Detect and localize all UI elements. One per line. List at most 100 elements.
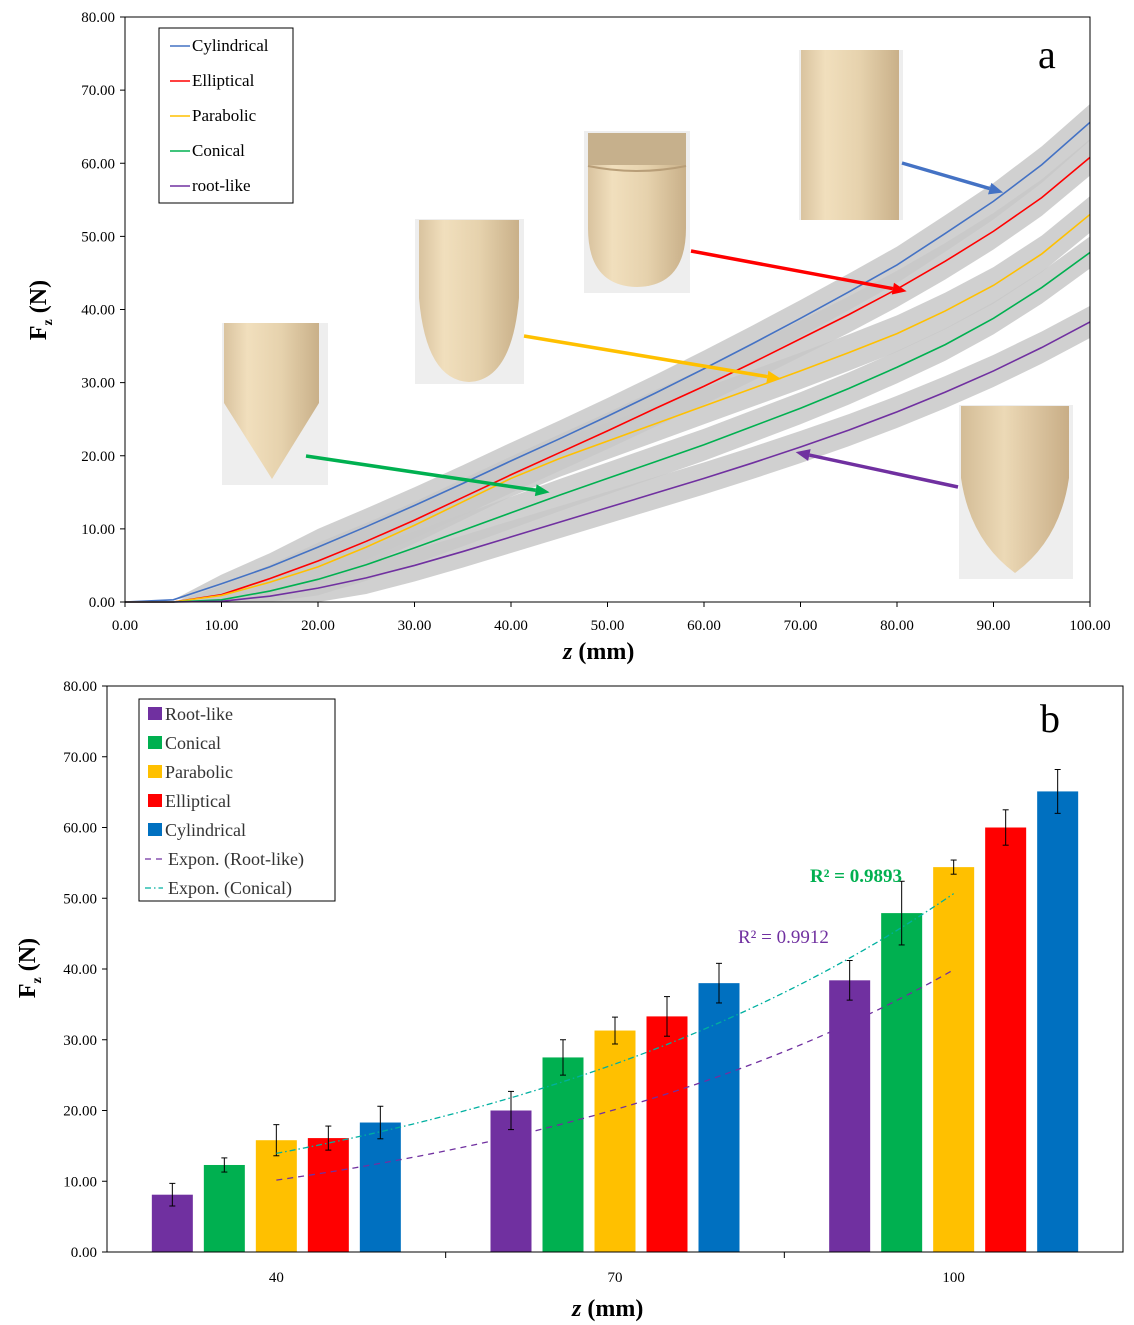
bar-cylindrical-40: [359, 1122, 401, 1252]
svg-text:Fz(N): Fz (N): [15, 938, 45, 998]
arrow-head-parabolic: [766, 370, 782, 383]
chart-b-y-tick-label: 20.00: [63, 1104, 97, 1120]
line-elliptical: [125, 156, 1091, 603]
chart-a-x-tick-label: 70.00: [784, 618, 818, 634]
legend-b-label-cylindrical: Cylindrical: [165, 820, 246, 840]
legend-b-label-expon-root-like: Expon. (Root-like): [168, 849, 304, 870]
chart-b-legend: Root-like Conical Parabolic Elliptical Cylin…: [138, 698, 336, 902]
chart-b: 0.00 10.00 20.00 30.00 40.00 50.00 60.00 70.00 8…: [15, 679, 1124, 1322]
chart-b-y-axis-sub: z: [30, 977, 45, 983]
chart-b-x-tick-label: 70: [608, 1270, 623, 1286]
chart-a-x-tick-label: 60.00: [687, 618, 721, 634]
r2-label-conical: R² = 0.9893: [810, 866, 902, 887]
chart-b-y-tick-label: 80.00: [63, 679, 97, 695]
legend-b-swatch-elliptical: [148, 794, 162, 807]
chart-b-y-tick-label: 60.00: [63, 821, 97, 837]
chart-b-x-axis-label: z (mm): [571, 1296, 643, 1322]
bar-cylindrical-70: [698, 983, 740, 1252]
chart-b-y-tick-label: 30.00: [63, 1033, 97, 1049]
chart-a-x-axis-var: z: [562, 639, 573, 665]
legend-b-label-conical: Conical: [165, 733, 221, 753]
bar-parabolic-40: [255, 1140, 297, 1252]
chart-a-x-axis-unit: (mm): [578, 639, 634, 665]
chart-a-y-axis-unit: (N): [26, 280, 52, 313]
chart-b-y-tick-label: 40.00: [63, 962, 97, 978]
line-conical: [125, 251, 1091, 603]
bar-root-like-70: [490, 1110, 532, 1252]
legend-b-label-parabolic: Parabolic: [165, 762, 233, 782]
chart-b-y-ticks: 0.00 10.00 20.00 30.00 40.00 50.00 60.00 70.00 8…: [63, 679, 107, 1261]
bar-elliptical-70: [646, 1016, 688, 1252]
chart-b-bars: [151, 791, 1079, 1252]
chart-b-y-axis-label: Fz (N): [15, 938, 45, 998]
legend-b-swatch-cylindrical: [148, 823, 162, 836]
legend-b-swatch-conical: [148, 736, 162, 749]
chart-b-error-bars: [169, 768, 1061, 1207]
chart-a-y-ticks: 0.00 10.00 20.00 30.00 40.00 50.00 60.00 70.00 8…: [81, 10, 125, 611]
chart-b-x-axis-unit: (mm): [587, 1296, 643, 1322]
legend-a-label-elliptical: Elliptical: [192, 71, 255, 90]
chart-a-legend: Cylindrical Elliptical Parabolic Conical roo…: [158, 27, 294, 204]
svg-text:z(mm): z (mm): [571, 1296, 643, 1322]
chart-a-x-tick-label: 100.00: [1069, 618, 1110, 634]
bar-conical-100: [881, 913, 923, 1252]
legend-a-label-conical: Conical: [192, 141, 245, 160]
thumbnail-elliptical: [584, 131, 690, 293]
chart-b-y-tick-label: 0.00: [71, 1245, 97, 1261]
chart-b-y-tick-label: 70.00: [63, 750, 97, 766]
legend-a-label-parabolic: Parabolic: [192, 106, 257, 125]
chart-a-y-axis-sub: z: [41, 319, 56, 325]
legend-b-label-root-like: Root-like: [165, 704, 233, 724]
trendline-expon-conical: [276, 893, 955, 1154]
chart-a-x-tick-label: 20.00: [301, 618, 335, 634]
chart-a-y-tick-label: 20.00: [81, 449, 115, 465]
bar-conical-40: [203, 1164, 245, 1252]
svg-text:z(mm): z (mm): [562, 639, 634, 665]
chart-a-y-tick-label: 50.00: [81, 229, 115, 245]
bar-parabolic-100: [933, 867, 975, 1252]
chart-a-x-tick-label: 90.00: [977, 618, 1011, 634]
arrow-root-like: [808, 453, 959, 489]
chart-b-panel-label: b: [1040, 696, 1060, 741]
chart-a-x-axis-label: z (mm): [562, 639, 634, 665]
chart-b-x-tick-label: 100: [942, 1270, 965, 1286]
bar-conical-70: [542, 1057, 584, 1252]
chart-b-x-ticks: 40 70 100: [269, 1252, 965, 1286]
bar-elliptical-100: [985, 827, 1027, 1252]
chart-b-x-axis-var: z: [571, 1296, 582, 1322]
chart-a-y-tick-label: 80.00: [81, 10, 115, 26]
chart-a-x-ticks: 0.00 10.00 20.00 30.00 40.00 50.00 60.00 70.00 8…: [112, 602, 1111, 634]
chart-a-x-tick-label: 30.00: [398, 618, 432, 634]
chart-a-y-tick-label: 0.00: [89, 595, 115, 611]
chart-a-series-lines: [124, 121, 1091, 603]
chart-a-y-tick-label: 40.00: [81, 303, 115, 319]
chart-a-x-tick-label: 80.00: [880, 618, 914, 634]
chart-a-y-tick-label: 30.00: [81, 376, 115, 392]
svg-text:Fz(N): Fz (N): [26, 280, 56, 340]
legend-b-swatch-root-like: [148, 707, 162, 720]
arrow-elliptical: [690, 249, 894, 291]
chart-a-x-tick-label: 50.00: [591, 618, 625, 634]
chart-a-panel-label: a: [1038, 32, 1056, 77]
chart-a-y-tick-label: 60.00: [81, 156, 115, 172]
chart-b-trendlines: [276, 893, 955, 1181]
thumbnail-parabolic: [415, 219, 524, 384]
chart-a-x-tick-label: 0.00: [112, 618, 138, 634]
thumbnail-cylindrical: [799, 50, 903, 220]
line-root-like: [125, 321, 1091, 603]
thumbnail-root-like: [959, 405, 1073, 579]
legend-b-swatch-parabolic: [148, 765, 162, 778]
line-cylindrical: [124, 121, 1091, 603]
legend-b-label-expon-conical: Expon. (Conical): [168, 878, 292, 899]
legend-a-label-cylindrical: Cylindrical: [192, 36, 269, 55]
chart-a-y-axis-label: Fz (N): [26, 280, 56, 340]
arrow-head-cylindrical: [988, 182, 1004, 195]
bar-root-like-100: [829, 980, 871, 1252]
bar-cylindrical-100: [1037, 791, 1079, 1252]
trendline-expon-root-like: [276, 969, 954, 1181]
chart-a-y-tick-label: 10.00: [81, 522, 115, 538]
chart-b-y-tick-label: 50.00: [63, 891, 97, 907]
chart-a-arrows: [305, 161, 1004, 497]
legend-b-label-elliptical: Elliptical: [165, 791, 231, 811]
